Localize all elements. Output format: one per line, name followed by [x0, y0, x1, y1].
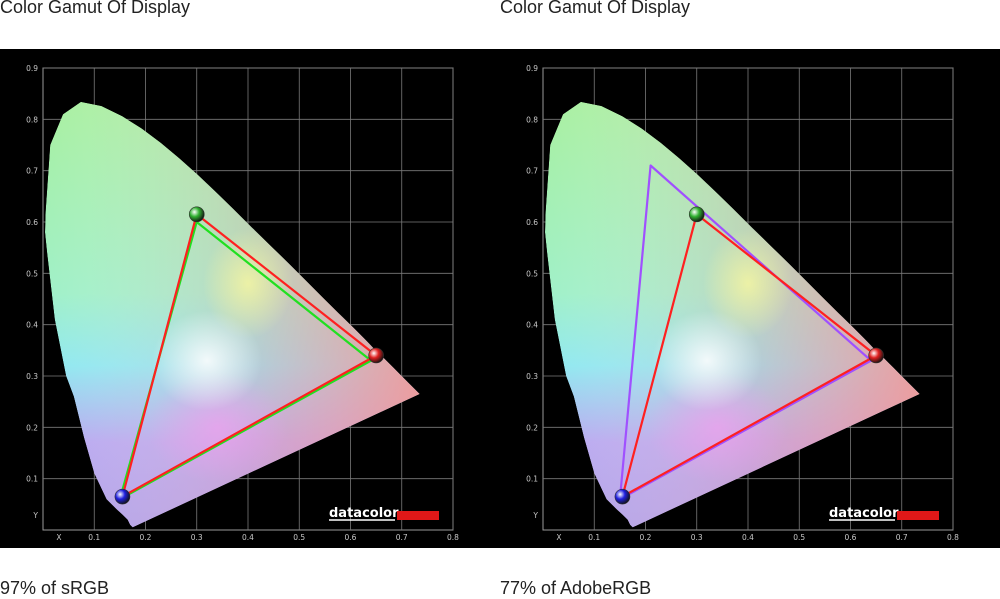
panel-title-right: Color Gamut Of Display	[500, 0, 691, 17]
x-tick-label: 0.8	[947, 533, 959, 542]
y-tick-label: Y	[32, 511, 38, 520]
y-tick-label: 0.8	[26, 115, 38, 124]
gamut-chart-srgb: X 0.1 0.2 0.3 0.4 0.5 0.6 0.7 0.8 Y 0.1 0.2 0.3 0.4 0.…	[0, 49, 500, 548]
x-tick-label: X	[556, 533, 561, 542]
brand-logo-text: datacolor	[329, 506, 399, 521]
x-tick-label: 0.1	[88, 533, 100, 542]
panel-title-left: Color Gamut Of Display	[0, 0, 191, 17]
x-tick-label: 0.4	[242, 533, 254, 542]
y-tick-label: 0.8	[526, 115, 538, 124]
x-tick-label: 0.7	[396, 533, 408, 542]
y-tick-label: Y	[532, 511, 538, 520]
display-gamut-triangle	[621, 213, 878, 498]
y-tick-label: 0.5	[526, 269, 538, 278]
x-tick-label: 0.5	[793, 533, 805, 542]
reference-gamut-triangle	[618, 164, 873, 501]
gamut-chart-svg: X 0.1 0.2 0.3 0.4 0.5 0.6 0.7 0.8 Y 0.1 0.2 0.3 0.4 0.…	[26, 64, 459, 542]
y-tick-label: 0.1	[26, 475, 38, 484]
y-tick-label: 0.4	[26, 321, 38, 330]
x-tick-label: 0.4	[742, 533, 754, 542]
y-tick-label: 0.6	[526, 218, 538, 227]
locus-yellow-glow	[203, 228, 293, 339]
x-tick-label: 0.2	[140, 533, 152, 542]
y-tick-label: 0.6	[26, 218, 38, 227]
x-tick-label: 0.2	[640, 533, 652, 542]
gamut-chart-adobergb: X 0.1 0.2 0.3 0.4 0.5 0.6 0.7 0.8 Y 0.1 0.2 0.3 0.4 0.…	[500, 49, 1000, 548]
y-tick-label: 0.4	[526, 321, 538, 330]
locus-white-point	[152, 310, 262, 411]
x-tick-label: 0.6	[345, 533, 357, 542]
primary-marker	[688, 206, 705, 223]
primary-marker	[114, 488, 131, 505]
y-tick-label: 0.3	[526, 372, 538, 381]
x-tick-label: 0.1	[588, 533, 600, 542]
y-tick-label: 0.5	[26, 269, 38, 278]
primary-marker	[188, 206, 205, 223]
coverage-caption-srgb: 97% of sRGB	[0, 578, 110, 598]
y-tick-label: 0.2	[526, 423, 538, 432]
y-tick-label: 0.3	[26, 372, 38, 381]
locus-yellow-glow	[703, 228, 793, 339]
spectral-locus	[45, 101, 420, 528]
y-tick-label: 0.7	[526, 167, 538, 176]
primary-marker	[614, 488, 631, 505]
y-tick-label: 0.9	[26, 64, 38, 73]
x-tick-label: 0.6	[845, 533, 857, 542]
y-tick-label: 0.1	[526, 475, 538, 484]
y-tick-label: 0.9	[526, 64, 538, 73]
y-tick-label: 0.2	[26, 423, 38, 432]
y-tick-label: 0.7	[26, 167, 38, 176]
x-tick-label: 0.3	[191, 533, 203, 542]
x-tick-label: X	[56, 533, 61, 542]
x-tick-label: 0.5	[293, 533, 305, 542]
brand-logo-bar	[397, 511, 439, 520]
brand-logo-bar	[897, 511, 939, 520]
locus-white-point	[652, 310, 762, 411]
spectral-locus	[545, 101, 920, 528]
brand-logo-text: datacolor	[829, 506, 899, 521]
coverage-caption-adobergb: 77% of AdobeRGB	[500, 578, 652, 598]
primary-marker	[868, 347, 884, 364]
x-tick-label: 0.7	[896, 533, 908, 542]
gamut-chart-svg: X 0.1 0.2 0.3 0.4 0.5 0.6 0.7 0.8 Y 0.1 0.2 0.3 0.4 0.…	[526, 64, 959, 542]
primary-marker	[368, 347, 384, 364]
x-tick-label: 0.3	[691, 533, 703, 542]
x-tick-label: 0.8	[447, 533, 459, 542]
display-gamut-triangle	[121, 213, 378, 498]
